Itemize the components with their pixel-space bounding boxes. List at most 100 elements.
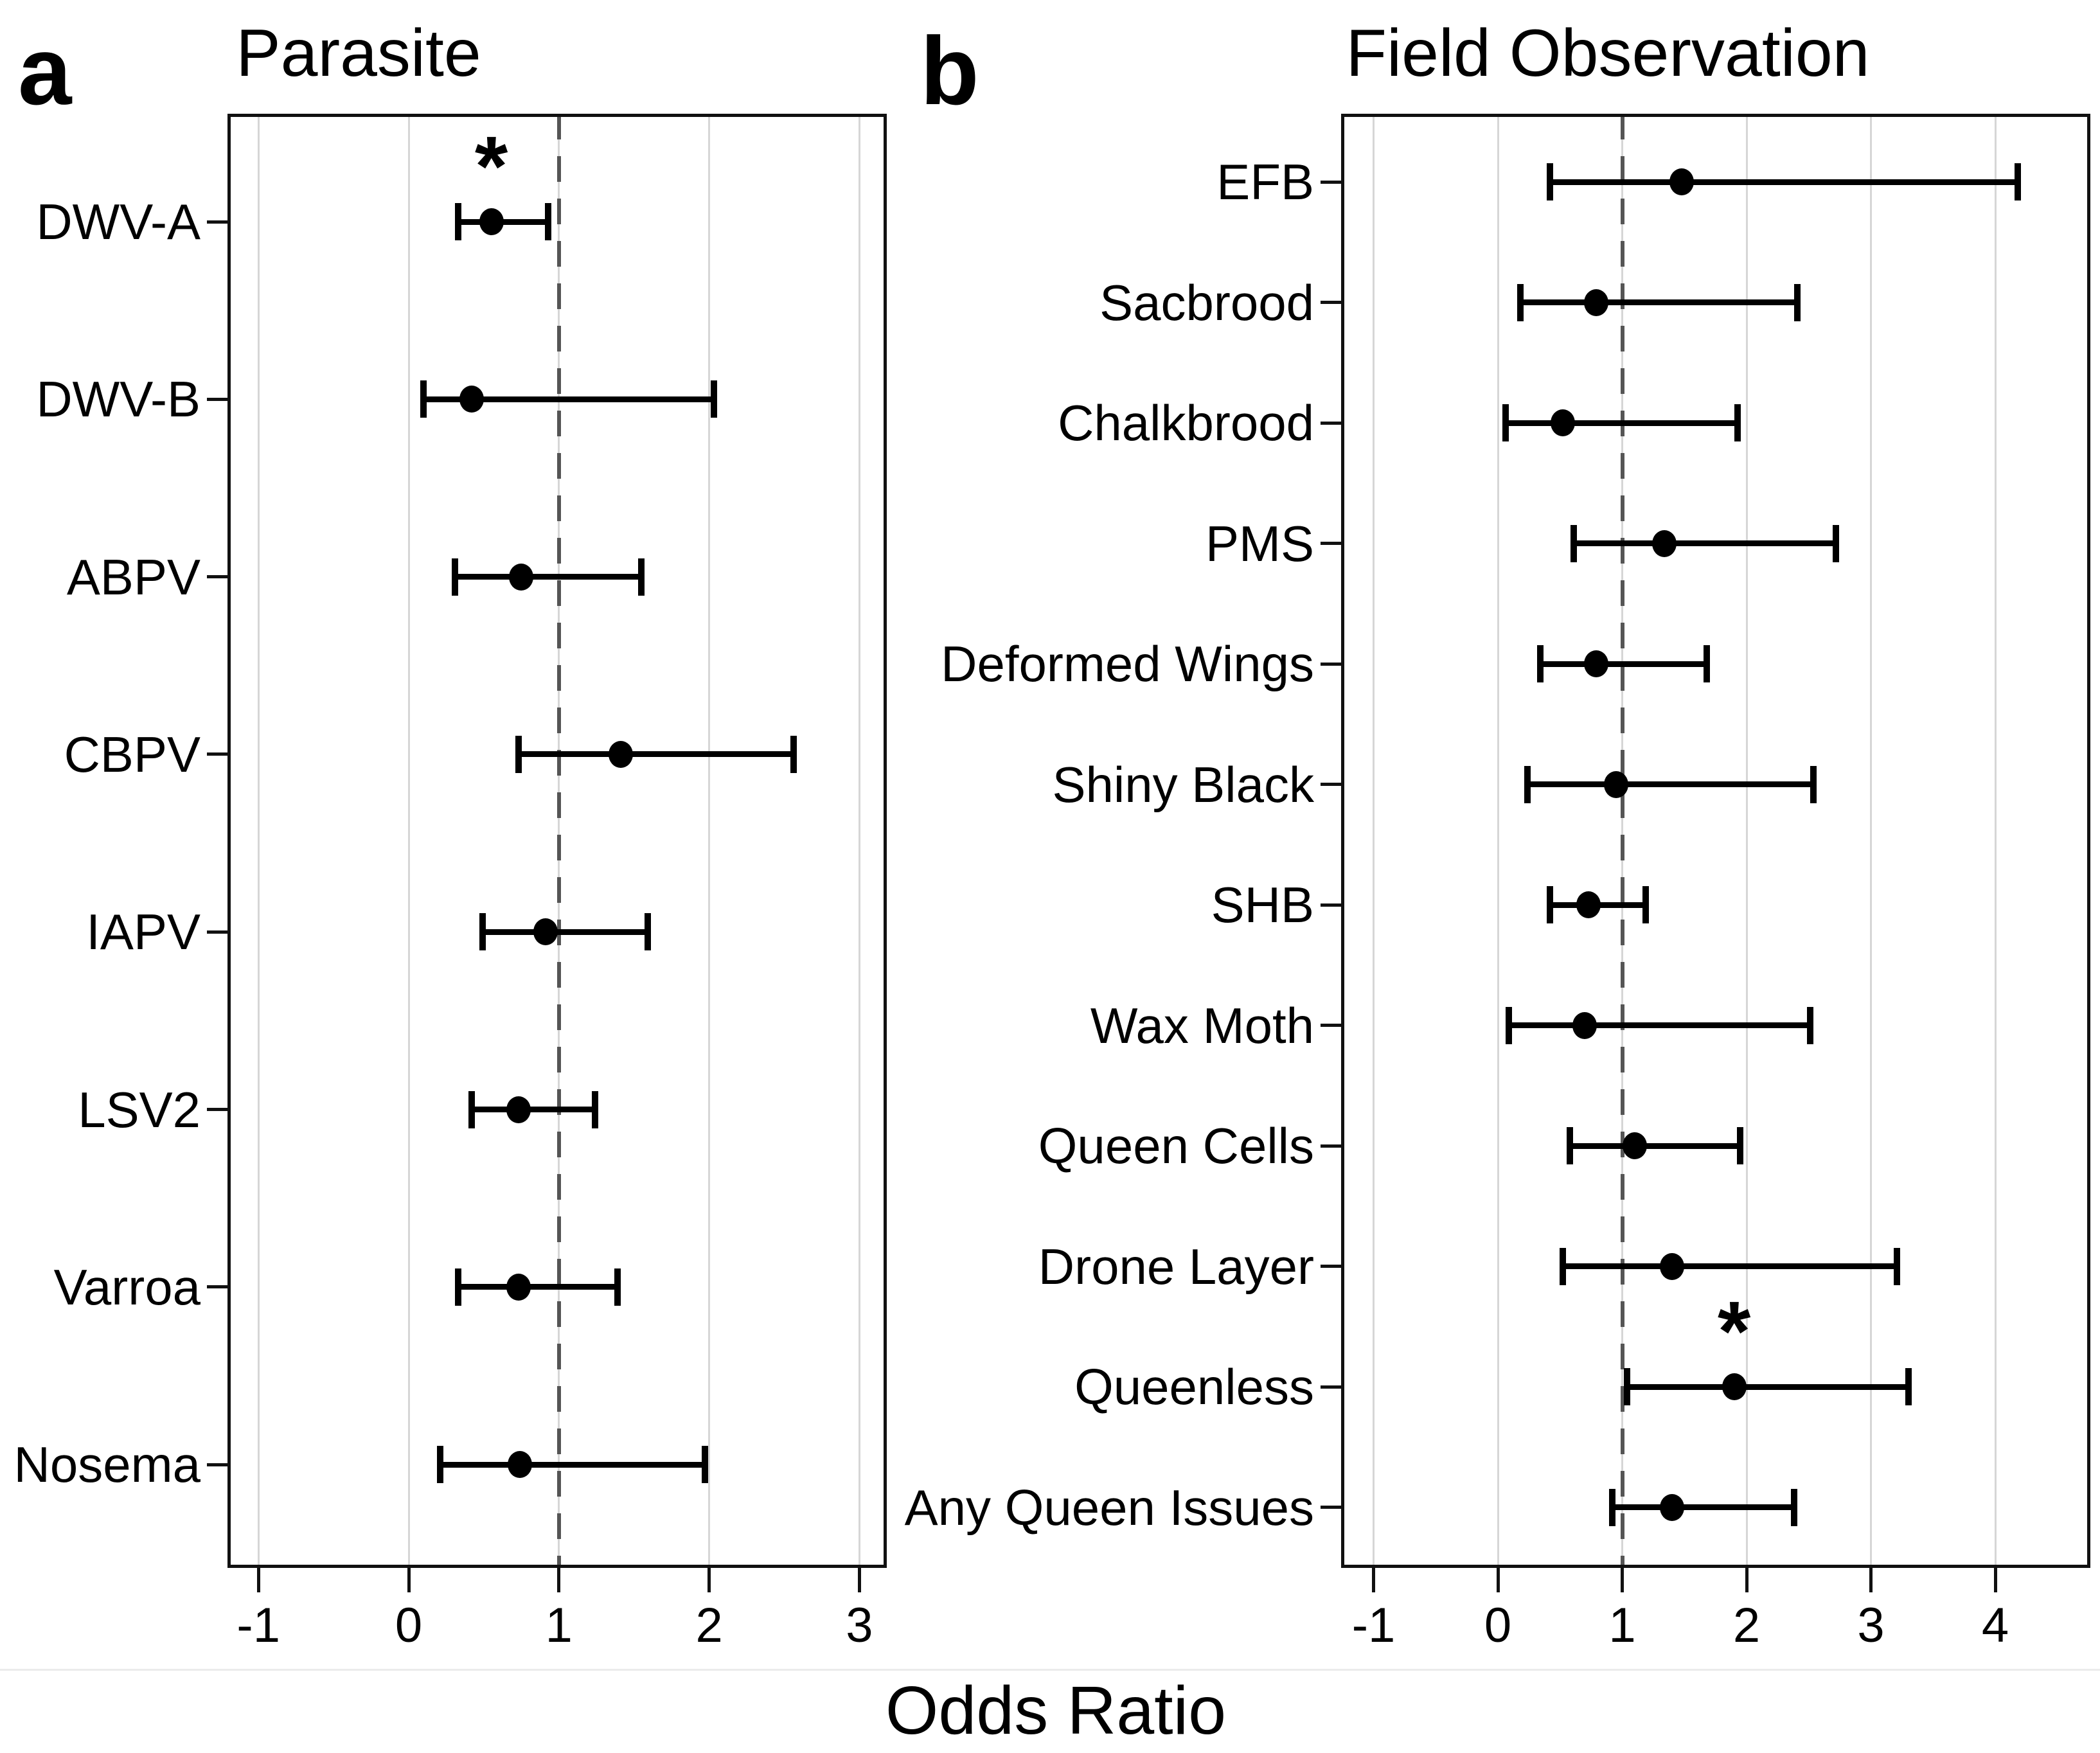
category-label-dwv-b: DWV-B [36,371,200,428]
category-tick [1321,421,1341,425]
category-tick [1321,783,1341,786]
point-estimate-dot [1669,168,1695,195]
ci-cap-low [437,1446,444,1484]
ci-cap-high [614,1268,621,1306]
ci-cap-low [452,558,459,596]
ci-cap-high [1905,1368,1912,1405]
x-tick-label--1: -1 [236,1598,280,1653]
category-tick [1321,903,1341,907]
ci-cap-high [1642,886,1650,923]
gridline-x-1 [257,114,260,1568]
ci-line [1505,420,1738,426]
ci-cap-high [1810,765,1817,803]
ci-cap-low [1536,645,1544,682]
point-estimate-dot [509,563,534,591]
ci-cap-high [1833,524,1840,562]
point-estimate-dot [1583,650,1608,677]
panel-a-letter: a [18,17,72,125]
ci-cap-low [1624,1368,1631,1405]
category-tick [1321,662,1341,666]
x-tick--1 [256,1568,260,1592]
category-label-any-queen-issues: Any Queen Issues [904,1479,1314,1536]
ci-cap-low [479,913,486,951]
x-tick-1 [1621,1568,1624,1592]
category-label-wax-moth: Wax Moth [1090,997,1314,1054]
x-axis-label: Odds Ratio [885,1673,1227,1749]
panel-a-title: Parasite [236,16,481,91]
ci-line [472,1107,595,1112]
category-label-lsv2: LSV2 [78,1081,200,1138]
point-estimate-dot [508,1451,532,1479]
significance-asterisk: * [1717,1284,1751,1378]
ci-cap-high [638,558,645,596]
point-estimate-dot [1659,1252,1684,1280]
category-label-queen-cells: Queen Cells [1038,1117,1314,1174]
point-estimate-dot [1659,1493,1684,1521]
category-label-efb: EFB [1216,154,1314,210]
category-tick [1321,180,1341,184]
x-tick-2 [707,1568,711,1592]
category-label-chalkbrood: Chalkbrood [1058,395,1314,451]
ci-line [1574,540,1837,546]
category-label-shiny-black: Shiny Black [1052,756,1314,813]
category-label-nosema: Nosema [13,1436,200,1493]
category-label-queenless: Queenless [1074,1358,1314,1415]
ci-cap-low [455,203,462,240]
ci-line [440,1461,705,1468]
ci-line [1527,781,1814,787]
x-tick-3 [857,1568,861,1592]
x-tick-0 [1496,1568,1500,1592]
ci-cap-low [455,1268,462,1306]
x-tick-label-3: 3 [1857,1598,1885,1653]
reference-line-or1 [556,114,561,1568]
ci-cap-low [1506,1006,1513,1044]
x-tick-label-2: 2 [1732,1598,1761,1653]
category-tick [1321,542,1341,545]
ci-cap-low [1502,404,1509,441]
gridline-x0 [1497,114,1499,1568]
ci-cap-high [545,203,552,240]
point-estimate-dot [1572,1011,1597,1039]
ci-line [1550,179,2018,185]
category-tick [1321,301,1341,304]
x-tick-4 [1993,1568,1997,1592]
gridline-x3 [858,114,860,1568]
ci-line [1562,1263,1898,1269]
point-estimate-dot [1576,891,1601,918]
x-tick-1 [557,1568,561,1592]
category-tick [207,220,227,224]
category-label-pms: PMS [1205,515,1314,572]
category-tick [207,397,227,401]
category-tick [207,1463,227,1466]
gridline-x2 [1745,114,1748,1568]
point-estimate-dot [506,1096,531,1123]
ci-line [1520,299,1798,305]
ci-cap-high [1794,283,1801,321]
ci-cap-low [1609,1488,1616,1526]
category-label-abpv: ABPV [66,548,200,605]
category-label-iapv: IAPV [86,903,200,961]
ci-cap-high [710,380,717,418]
category-tick [1321,1506,1341,1509]
category-label-sacbrood: Sacbrood [1099,274,1314,331]
ci-line [458,1284,618,1290]
ci-line [518,751,794,758]
reference-line-or1 [1620,114,1624,1568]
ci-cap-high [1737,1127,1744,1164]
x-tick-label-3: 3 [846,1598,873,1653]
point-estimate-dot [1722,1373,1747,1400]
ci-cap-high [1734,404,1741,441]
point-estimate-dot [1603,770,1628,798]
ci-cap-low [1559,1247,1566,1285]
ci-cap-low [515,735,522,773]
ci-cap-low [1517,283,1524,321]
x-tick--1 [1372,1568,1375,1592]
panel-b-frame [1341,114,2090,1568]
ci-cap-high [644,913,651,951]
x-tick-label--1: -1 [1351,1598,1396,1653]
gridline-x4 [1994,114,1997,1568]
ci-cap-high [790,735,797,773]
point-estimate-dot [1622,1132,1647,1159]
x-tick-label-1: 1 [1608,1598,1636,1653]
